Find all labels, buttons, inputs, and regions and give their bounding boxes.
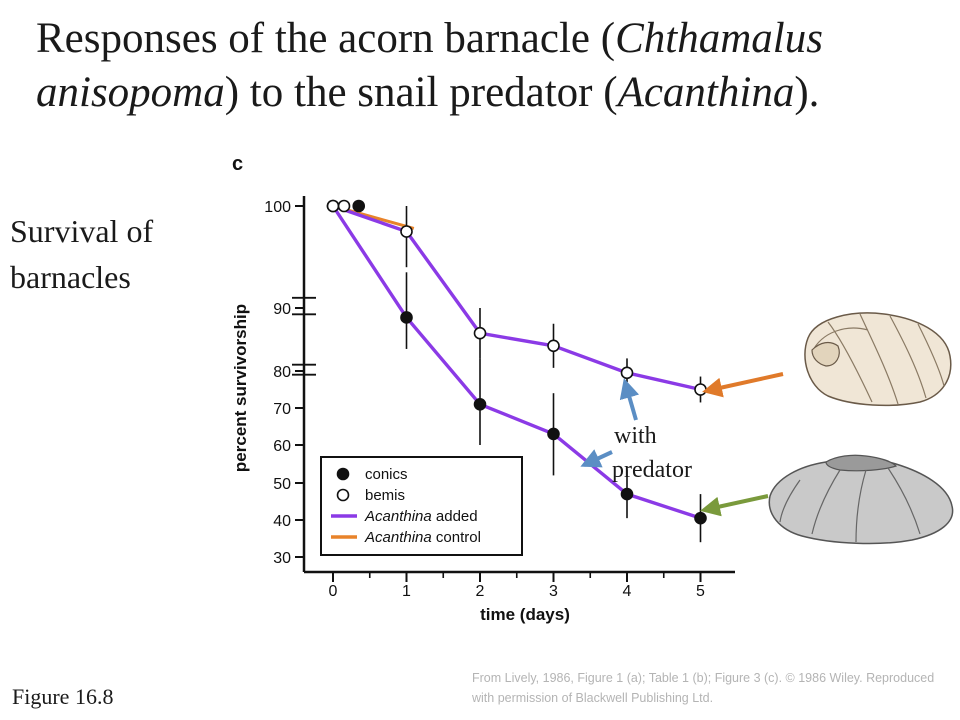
y-tick-label: 90 [273, 301, 291, 318]
data-point-bemis [547, 339, 560, 353]
x-tick-label: 5 [696, 583, 705, 600]
panel-letter: c [232, 153, 243, 175]
y-axis-title: percent survivorship [231, 304, 250, 472]
legend-box [320, 456, 523, 556]
legend-label: Acanthina added [364, 508, 478, 525]
blue-arrow-up-icon [619, 378, 640, 421]
green-arrow-icon [700, 494, 769, 517]
blue-arrow-left-icon [580, 449, 613, 468]
chart-legend: conics bemis Acanthina added Acanthina cont… [320, 456, 523, 556]
y-tick-label: 60 [273, 438, 291, 455]
conic-barnacle-shell-image [768, 454, 954, 545]
data-point-conics [694, 511, 707, 525]
chart-axes: 30 40 50 60 70 80 90 100 0 1 2 3 4 5 time (days) percen… [231, 196, 735, 624]
annotation-predator: predator [612, 457, 692, 483]
y-tick-label: 30 [273, 550, 291, 567]
y-tick-label: 50 [273, 476, 291, 493]
orange-arrow-icon [702, 372, 784, 398]
bemis-barnacle-shell-image [804, 312, 952, 407]
side-label: Survival of barnacles [10, 213, 154, 295]
series-line-conics-added [331, 205, 702, 520]
data-point-conics [352, 199, 366, 213]
y-tick-label: 100 [264, 199, 291, 216]
data-point-conics [620, 487, 634, 501]
data-point-conics [400, 311, 413, 324]
annotation-with: with [614, 423, 657, 449]
legend-label: bemis [365, 487, 405, 504]
x-tick-label: 1 [402, 583, 411, 600]
data-point-conics [473, 397, 487, 411]
y-tick-label: 80 [273, 364, 291, 381]
slide-title: Responses of the acorn barnacle (Chthama… [36, 15, 823, 116]
data-point-bemis [400, 225, 413, 238]
x-tick-label: 3 [549, 583, 558, 600]
legend-label: Acanthina control [364, 529, 481, 546]
credit-text: From Lively, 1986, Figure 1 (a); Table 1… [472, 671, 935, 705]
series-line-bemis-added [332, 204, 701, 392]
y-tick-label: 40 [273, 513, 291, 530]
data-point-bemis [337, 199, 351, 213]
y-tick-label: 70 [273, 401, 291, 418]
x-tick-label: 4 [623, 583, 632, 600]
x-axis-title: time (days) [480, 605, 570, 624]
legend-marker [336, 467, 350, 481]
data-point-bemis [620, 366, 634, 380]
legend-label: conics [365, 466, 408, 483]
x-tick-label: 0 [329, 583, 338, 600]
x-tick-label: 2 [476, 583, 485, 600]
data-point-bemis [473, 326, 487, 340]
figure-number: Figure 16.8 [12, 684, 114, 709]
data-point-conics [547, 427, 560, 441]
data-point-bemis [694, 383, 707, 396]
legend-marker [336, 488, 350, 502]
data-point-bemis [326, 199, 340, 213]
